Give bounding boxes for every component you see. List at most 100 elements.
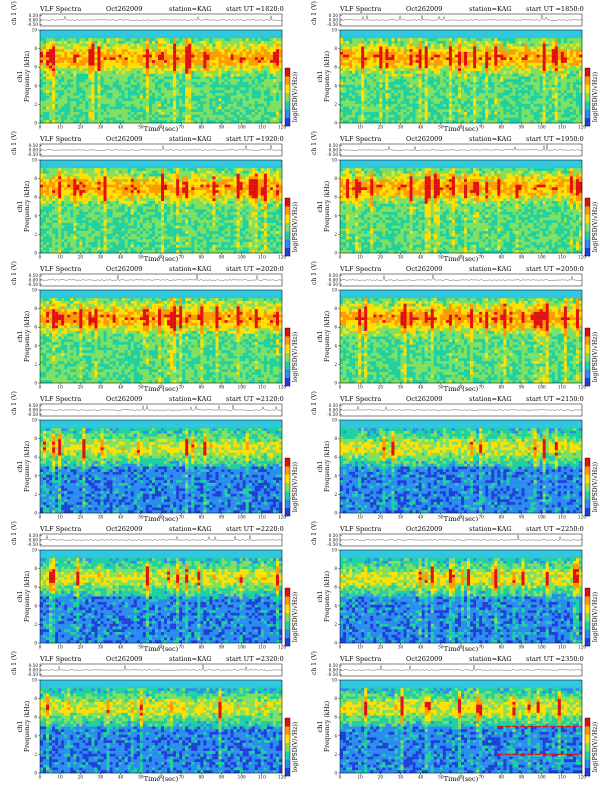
voltage-tick-label: -0.50 [27,152,38,157]
x-axis-label: Time (sec) [444,775,479,783]
spectrogram-svg: VLF Spectra Oct262009 station=KAG start UT … [311,651,599,783]
colorbar-swatch [285,84,290,94]
y-axis-frequency-label: Frequency (kHz) [324,51,331,102]
colorbar-swatch [285,637,290,647]
panel-title-label: VLF Spectra [339,135,381,143]
colorbar-swatch [285,344,290,354]
x-tick-label: 60 [158,385,164,390]
voltage-tick-label: 0.50 [29,403,39,408]
colorbar-swatch [585,474,590,484]
x-tick-label: 30 [398,125,404,130]
spectrogram-svg: VLF Spectra Oct262009 station=KAG start UT … [311,391,599,523]
y-tick-label: 10 [332,548,338,553]
voltage-tick-label: 0.50 [329,13,339,18]
colorbar-swatch [285,734,290,744]
voltage-tick-label: 0.00 [29,147,39,152]
colorbar-swatch [285,377,290,387]
voltage-tick-label: -0.50 [27,22,38,27]
panel-title-label: VLF Spectra [39,655,81,663]
voltage-axis-label: ch 1 (V) [311,391,318,415]
voltage-tick-label: -0.50 [327,282,338,287]
colorbar-frame [284,457,291,517]
y-tick-label: 2 [34,232,37,237]
x-tick-label: 0 [39,125,42,130]
y-axis-ch1-label: ch1 [16,721,24,733]
colorbar-swatch [585,499,590,508]
x-tick-label: 90 [219,385,225,390]
voltage-axis-label: ch 1 (V) [311,651,318,675]
y-tick-label: 6 [34,715,37,720]
top-band [40,420,282,428]
voltage-tick-label: 0.50 [329,403,339,408]
panel-start-time-label: start UT =1950:0 [526,135,584,143]
x-tick-label: 110 [558,385,566,390]
voltage-axis-label: ch 1 (V) [11,521,18,545]
x-tick-label: 90 [219,775,225,780]
x-tick-label: 100 [238,515,246,520]
x-tick-label: 70 [478,645,484,650]
colorbar-swatch [285,214,290,224]
colorbar-swatch [585,482,590,492]
colorbar-label: log(PSD(V/√Hz)) [592,72,599,122]
y-tick-label: 4 [334,603,337,608]
spectrogram-panel: VLF Spectra Oct262009 station=KAG start UT … [6,521,306,653]
y-tick-label: 10 [32,678,38,683]
colorbar-label: log(PSD(V/√Hz)) [292,332,299,382]
voltage-tick-label: 0.50 [329,663,339,668]
colorbar-label: log(PSD(V/√Hz)) [292,592,299,642]
colorbar-swatch [585,214,590,224]
y-tick-label: 8 [334,696,337,701]
x-tick-label: 50 [138,515,144,520]
spectrogram-image [40,680,283,774]
y-tick-label: 4 [34,343,37,348]
x-tick-label: 100 [238,645,246,650]
x-tick-label: 60 [158,645,164,650]
voltage-tick-label: 0.00 [29,537,39,542]
x-tick-label: 0 [339,385,342,390]
x-tick-label: 20 [78,125,84,130]
voltage-axis-label: ch 1 (V) [311,261,318,285]
x-tick-label: 0 [339,775,342,780]
voltage-tick-label: 0.00 [329,277,339,282]
voltage-axis-label: ch 1 (V) [311,1,318,25]
y-tick-label: 10 [32,418,38,423]
y-tick-label: 6 [334,715,337,720]
x-tick-label: 120 [278,645,286,650]
panel-start-time-label: start UT =2050:0 [526,265,584,273]
top-band [40,160,282,168]
x-tick-label: 60 [158,515,164,520]
panel-station-label: station=KAG [169,135,212,143]
voltage-tick-label: -0.50 [27,412,38,417]
panel-start-time-label: start UT =2150:0 [526,395,584,403]
y-tick-label: 10 [332,418,338,423]
panel-date-label: Oct262009 [406,5,442,13]
spectrogram-panel: VLF Spectra Oct262009 station=KAG start UT … [6,391,306,523]
colorbar-swatch [285,458,290,467]
x-tick-label: 60 [158,255,164,260]
colorbar-swatch [285,92,290,102]
colorbar-swatch [285,751,290,760]
x-tick-label: 80 [499,515,505,520]
colorbar-swatch [585,76,590,85]
colorbar-swatch [285,206,290,215]
colorbar-label: log(PSD(V/√Hz)) [592,722,599,772]
x-tick-label: 30 [398,775,404,780]
colorbar-swatch [585,239,590,248]
y-tick-label: 10 [32,158,38,163]
x-tick-label: 20 [378,385,384,390]
colorbar-frame [584,67,591,127]
x-tick-label: 30 [98,125,104,130]
x-tick-label: 90 [519,385,525,390]
x-tick-label: 70 [478,385,484,390]
x-tick-label: 90 [519,125,525,130]
x-tick-label: 40 [418,645,424,650]
voltage-trace [339,534,583,541]
x-tick-label: 40 [118,645,124,650]
y-tick-label: 8 [34,176,37,181]
spectrogram-image [340,290,583,384]
y-axis-frequency-label: Frequency (kHz) [324,311,331,362]
x-tick-label: 80 [499,385,505,390]
panel-date-label: Oct262009 [406,655,442,663]
voltage-tick-label: 0.00 [329,667,339,672]
top-band [340,680,582,688]
